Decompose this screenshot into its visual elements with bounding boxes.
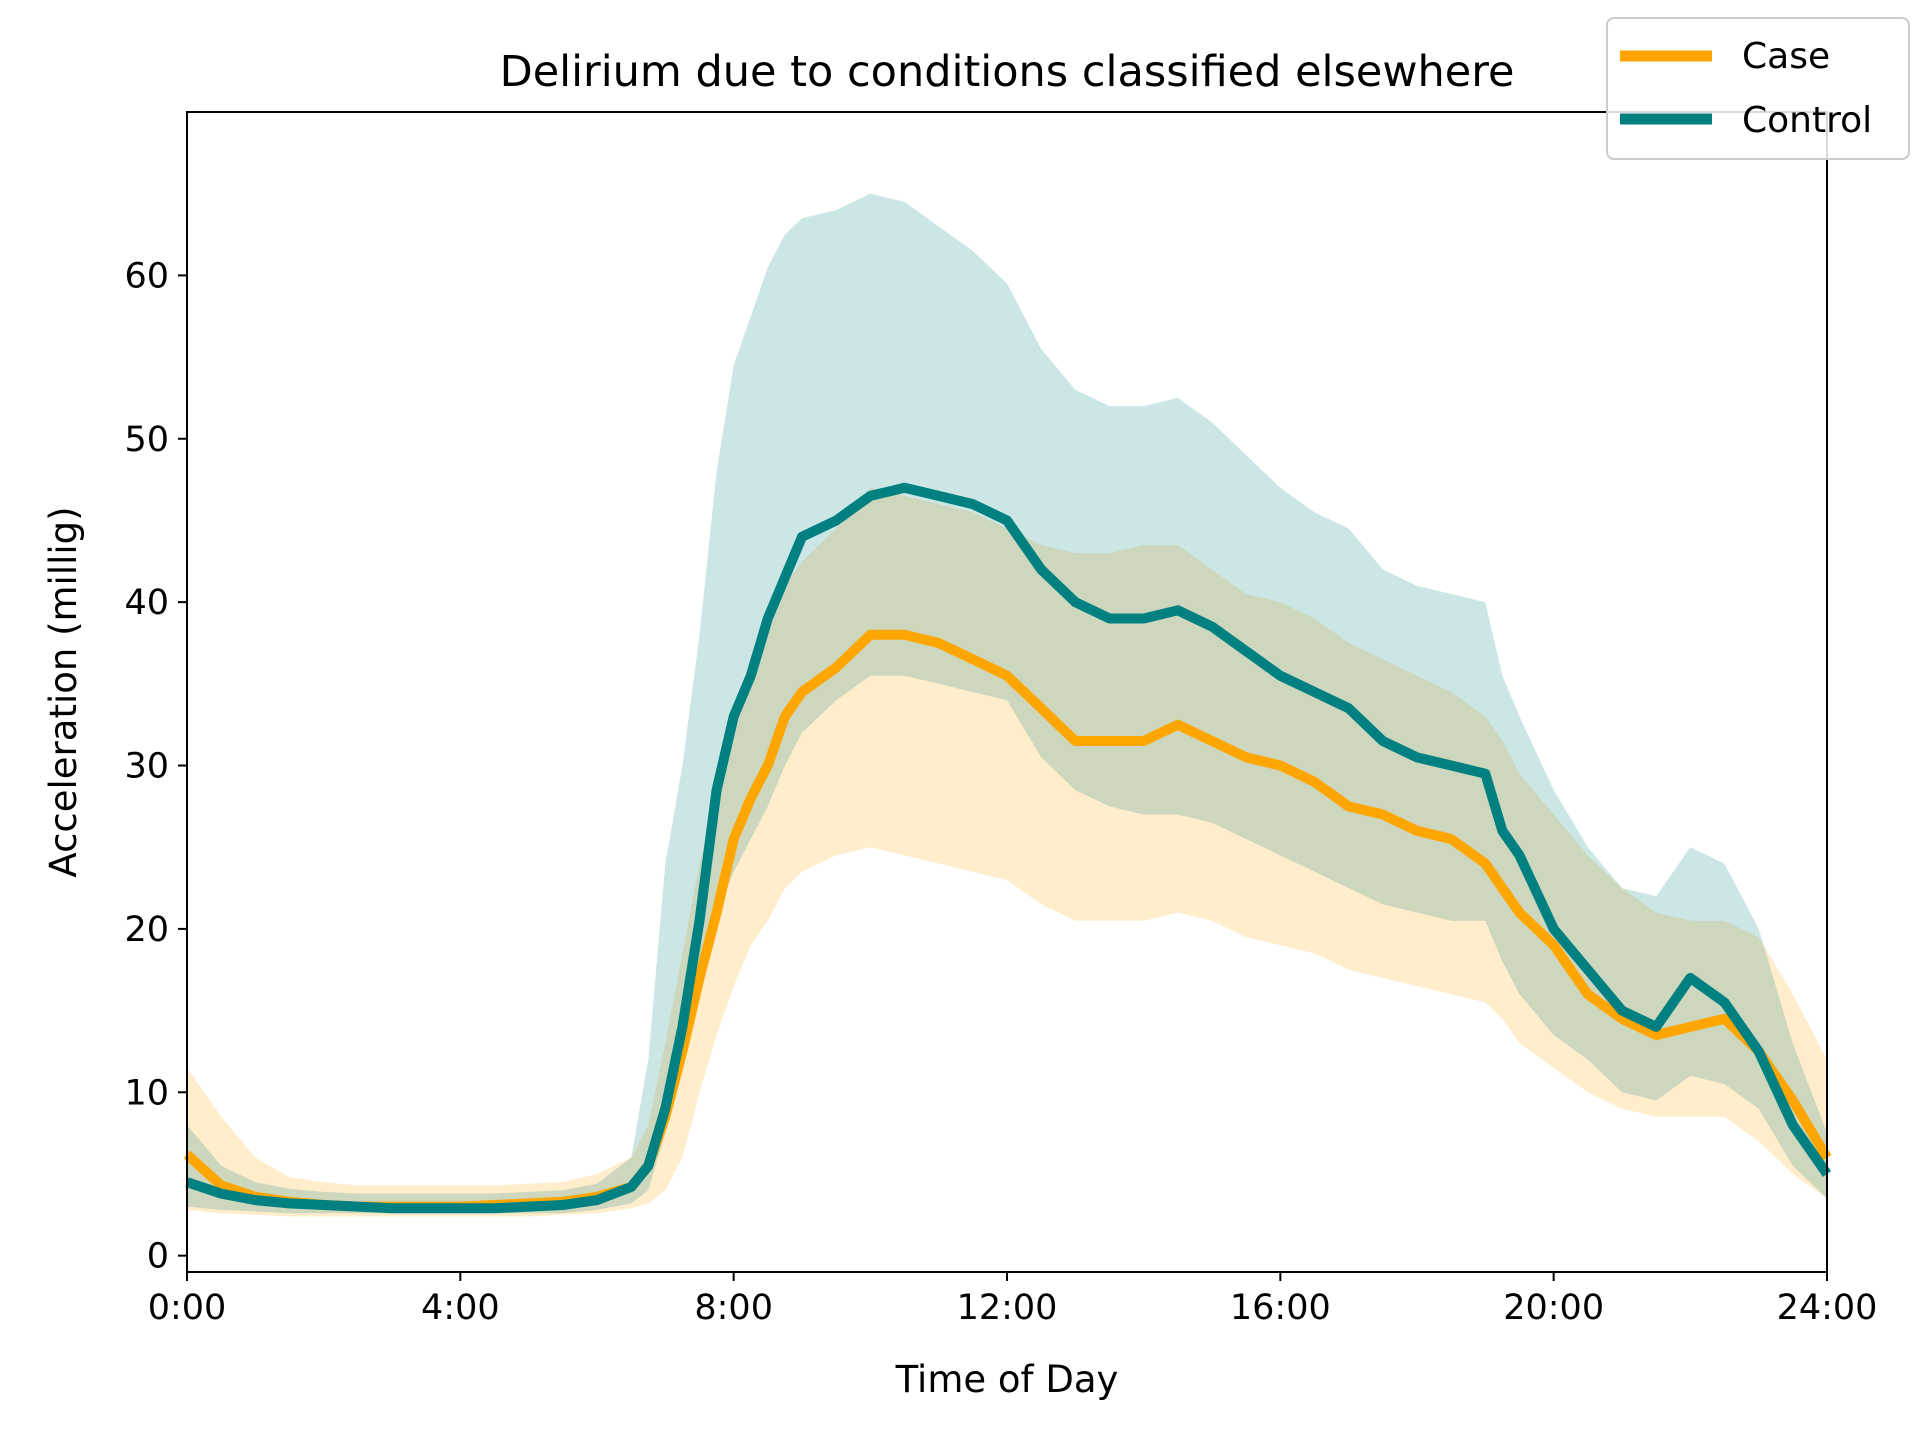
x-tick-label: 8:00 [694, 1288, 773, 1328]
x-tick-label: 0:00 [148, 1288, 227, 1328]
series-line-control [185, 482, 1832, 1214]
y-tick-label: 50 [124, 420, 169, 460]
legend-label-control: Control [1742, 100, 1872, 141]
chart-title: Delirium due to conditions classified el… [500, 47, 1515, 97]
y-tick-label: 10 [124, 1073, 169, 1113]
x-tick-label: 4:00 [421, 1288, 500, 1328]
confidence-bands [187, 193, 1827, 1217]
x-tick-label: 12:00 [957, 1288, 1058, 1328]
legend: Case Control [1606, 17, 1910, 160]
x-tick-label: 24:00 [1777, 1288, 1878, 1328]
y-axis-label: Acceleration (millig) [42, 506, 85, 877]
x-tick-label: 16:00 [1230, 1288, 1331, 1328]
x-axis-ticks: 0:00 4:00 8:00 12:00 16:00 20:00 24:00 [148, 1272, 1878, 1328]
y-tick-label: 0 [147, 1237, 169, 1277]
x-axis-label: Time of Day [895, 1358, 1119, 1401]
y-tick-label: 30 [124, 747, 169, 787]
band-control [187, 193, 1827, 1214]
y-tick-label: 60 [124, 256, 169, 296]
band-case [187, 487, 1827, 1217]
y-tick-label: 20 [124, 910, 169, 950]
legend-label-case: Case [1742, 36, 1830, 77]
y-axis-ticks: 0 10 20 30 40 50 60 [124, 256, 187, 1277]
series-lines [183, 482, 1832, 1214]
y-tick-label: 40 [124, 583, 169, 623]
x-tick-label: 20:00 [1503, 1288, 1604, 1328]
